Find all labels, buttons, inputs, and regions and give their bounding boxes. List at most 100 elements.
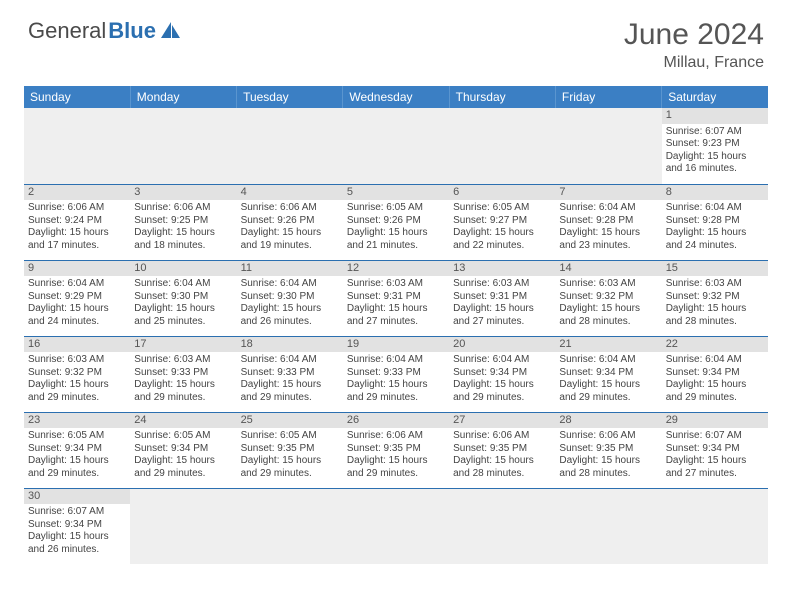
daylight-text: Daylight: 15 hours and 28 minutes. [559, 303, 657, 328]
day-number: 23 [24, 413, 130, 429]
day-details: Sunrise: 6:07 AMSunset: 9:23 PMDaylight:… [666, 126, 764, 176]
day-details: Sunrise: 6:03 AMSunset: 9:31 PMDaylight:… [347, 278, 445, 328]
day-number: 30 [24, 489, 130, 505]
day-details: Sunrise: 6:05 AMSunset: 9:34 PMDaylight:… [28, 430, 126, 480]
daylight-text: Daylight: 15 hours and 27 minutes. [453, 303, 551, 328]
calendar-table: Sunday Monday Tuesday Wednesday Thursday… [24, 86, 768, 564]
location-label: Millau, France [624, 54, 764, 72]
sunset-text: Sunset: 9:29 PM [28, 291, 126, 304]
day-details: Sunrise: 6:04 AMSunset: 9:28 PMDaylight:… [666, 202, 764, 252]
calendar-day-cell: 4Sunrise: 6:06 AMSunset: 9:26 PMDaylight… [237, 184, 343, 260]
calendar-day-cell: 12Sunrise: 6:03 AMSunset: 9:31 PMDayligh… [343, 260, 449, 336]
weekday-header: Saturday [662, 86, 768, 108]
day-details: Sunrise: 6:04 AMSunset: 9:34 PMDaylight:… [666, 354, 764, 404]
calendar-day-cell: 20Sunrise: 6:04 AMSunset: 9:34 PMDayligh… [449, 336, 555, 412]
sunrise-text: Sunrise: 6:06 AM [28, 202, 126, 215]
day-number: 11 [237, 261, 343, 277]
sunrise-text: Sunrise: 6:07 AM [666, 126, 764, 139]
weekday-header: Wednesday [343, 86, 449, 108]
daylight-text: Daylight: 15 hours and 21 minutes. [347, 227, 445, 252]
sunrise-text: Sunrise: 6:06 AM [559, 430, 657, 443]
sunrise-text: Sunrise: 6:03 AM [134, 354, 232, 367]
calendar-day-cell: 3Sunrise: 6:06 AMSunset: 9:25 PMDaylight… [130, 184, 236, 260]
daylight-text: Daylight: 15 hours and 29 minutes. [134, 379, 232, 404]
sunrise-text: Sunrise: 6:06 AM [241, 202, 339, 215]
day-number: 16 [24, 337, 130, 353]
daylight-text: Daylight: 15 hours and 27 minutes. [666, 455, 764, 480]
day-number: 5 [343, 185, 449, 201]
sunrise-text: Sunrise: 6:04 AM [453, 354, 551, 367]
calendar-week-row: 16Sunrise: 6:03 AMSunset: 9:32 PMDayligh… [24, 336, 768, 412]
sunrise-text: Sunrise: 6:04 AM [347, 354, 445, 367]
sunrise-text: Sunrise: 6:07 AM [28, 506, 126, 519]
calendar-day-cell: 22Sunrise: 6:04 AMSunset: 9:34 PMDayligh… [662, 336, 768, 412]
day-details: Sunrise: 6:06 AMSunset: 9:35 PMDaylight:… [559, 430, 657, 480]
calendar-week-row: 23Sunrise: 6:05 AMSunset: 9:34 PMDayligh… [24, 412, 768, 488]
weekday-header: Monday [130, 86, 236, 108]
daylight-text: Daylight: 15 hours and 28 minutes. [666, 303, 764, 328]
day-details: Sunrise: 6:04 AMSunset: 9:33 PMDaylight:… [241, 354, 339, 404]
day-details: Sunrise: 6:06 AMSunset: 9:35 PMDaylight:… [453, 430, 551, 480]
sunset-text: Sunset: 9:34 PM [666, 367, 764, 380]
daylight-text: Daylight: 15 hours and 29 minutes. [28, 379, 126, 404]
sunrise-text: Sunrise: 6:06 AM [134, 202, 232, 215]
brand-part2: Blue [108, 18, 156, 44]
day-details: Sunrise: 6:03 AMSunset: 9:31 PMDaylight:… [453, 278, 551, 328]
day-number: 7 [555, 185, 661, 201]
sunrise-text: Sunrise: 6:07 AM [666, 430, 764, 443]
calendar-day-cell: 30Sunrise: 6:07 AMSunset: 9:34 PMDayligh… [24, 488, 130, 564]
sunrise-text: Sunrise: 6:04 AM [241, 354, 339, 367]
daylight-text: Daylight: 15 hours and 29 minutes. [134, 455, 232, 480]
sunset-text: Sunset: 9:35 PM [347, 443, 445, 456]
daylight-text: Daylight: 15 hours and 29 minutes. [666, 379, 764, 404]
sunset-text: Sunset: 9:25 PM [134, 215, 232, 228]
day-details: Sunrise: 6:07 AMSunset: 9:34 PMDaylight:… [28, 506, 126, 556]
calendar-week-row: 30Sunrise: 6:07 AMSunset: 9:34 PMDayligh… [24, 488, 768, 564]
brand-part1: General [28, 18, 106, 44]
daylight-text: Daylight: 15 hours and 26 minutes. [28, 531, 126, 556]
day-number: 8 [662, 185, 768, 201]
day-details: Sunrise: 6:04 AMSunset: 9:30 PMDaylight:… [134, 278, 232, 328]
calendar-day-cell: 29Sunrise: 6:07 AMSunset: 9:34 PMDayligh… [662, 412, 768, 488]
day-number: 6 [449, 185, 555, 201]
weekday-header: Friday [555, 86, 661, 108]
calendar-day-cell: 14Sunrise: 6:03 AMSunset: 9:32 PMDayligh… [555, 260, 661, 336]
sunrise-text: Sunrise: 6:04 AM [666, 202, 764, 215]
daylight-text: Daylight: 15 hours and 29 minutes. [241, 379, 339, 404]
day-details: Sunrise: 6:05 AMSunset: 9:27 PMDaylight:… [453, 202, 551, 252]
calendar-day-cell [130, 108, 236, 184]
sunrise-text: Sunrise: 6:04 AM [666, 354, 764, 367]
day-number: 20 [449, 337, 555, 353]
calendar-day-cell [24, 108, 130, 184]
calendar-day-cell [449, 488, 555, 564]
calendar-day-cell: 9Sunrise: 6:04 AMSunset: 9:29 PMDaylight… [24, 260, 130, 336]
day-number: 28 [555, 413, 661, 429]
sunrise-text: Sunrise: 6:05 AM [134, 430, 232, 443]
sunrise-text: Sunrise: 6:04 AM [134, 278, 232, 291]
calendar-week-row: 9Sunrise: 6:04 AMSunset: 9:29 PMDaylight… [24, 260, 768, 336]
calendar-day-cell: 6Sunrise: 6:05 AMSunset: 9:27 PMDaylight… [449, 184, 555, 260]
day-number: 4 [237, 185, 343, 201]
sunrise-text: Sunrise: 6:03 AM [453, 278, 551, 291]
calendar-day-cell: 13Sunrise: 6:03 AMSunset: 9:31 PMDayligh… [449, 260, 555, 336]
calendar-day-cell: 28Sunrise: 6:06 AMSunset: 9:35 PMDayligh… [555, 412, 661, 488]
calendar-day-cell: 24Sunrise: 6:05 AMSunset: 9:34 PMDayligh… [130, 412, 236, 488]
day-number: 3 [130, 185, 236, 201]
day-number: 29 [662, 413, 768, 429]
calendar-day-cell [343, 488, 449, 564]
weekday-header-row: Sunday Monday Tuesday Wednesday Thursday… [24, 86, 768, 108]
daylight-text: Daylight: 15 hours and 29 minutes. [241, 455, 339, 480]
day-details: Sunrise: 6:04 AMSunset: 9:34 PMDaylight:… [453, 354, 551, 404]
daylight-text: Daylight: 15 hours and 24 minutes. [666, 227, 764, 252]
sunset-text: Sunset: 9:26 PM [241, 215, 339, 228]
day-details: Sunrise: 6:03 AMSunset: 9:32 PMDaylight:… [666, 278, 764, 328]
calendar-day-cell: 27Sunrise: 6:06 AMSunset: 9:35 PMDayligh… [449, 412, 555, 488]
calendar-day-cell [555, 108, 661, 184]
day-number: 26 [343, 413, 449, 429]
weekday-header: Thursday [449, 86, 555, 108]
title-block: June 2024 Millau, France [624, 18, 764, 72]
sunrise-text: Sunrise: 6:04 AM [559, 354, 657, 367]
sunset-text: Sunset: 9:31 PM [347, 291, 445, 304]
calendar-day-cell: 18Sunrise: 6:04 AMSunset: 9:33 PMDayligh… [237, 336, 343, 412]
day-details: Sunrise: 6:06 AMSunset: 9:26 PMDaylight:… [241, 202, 339, 252]
